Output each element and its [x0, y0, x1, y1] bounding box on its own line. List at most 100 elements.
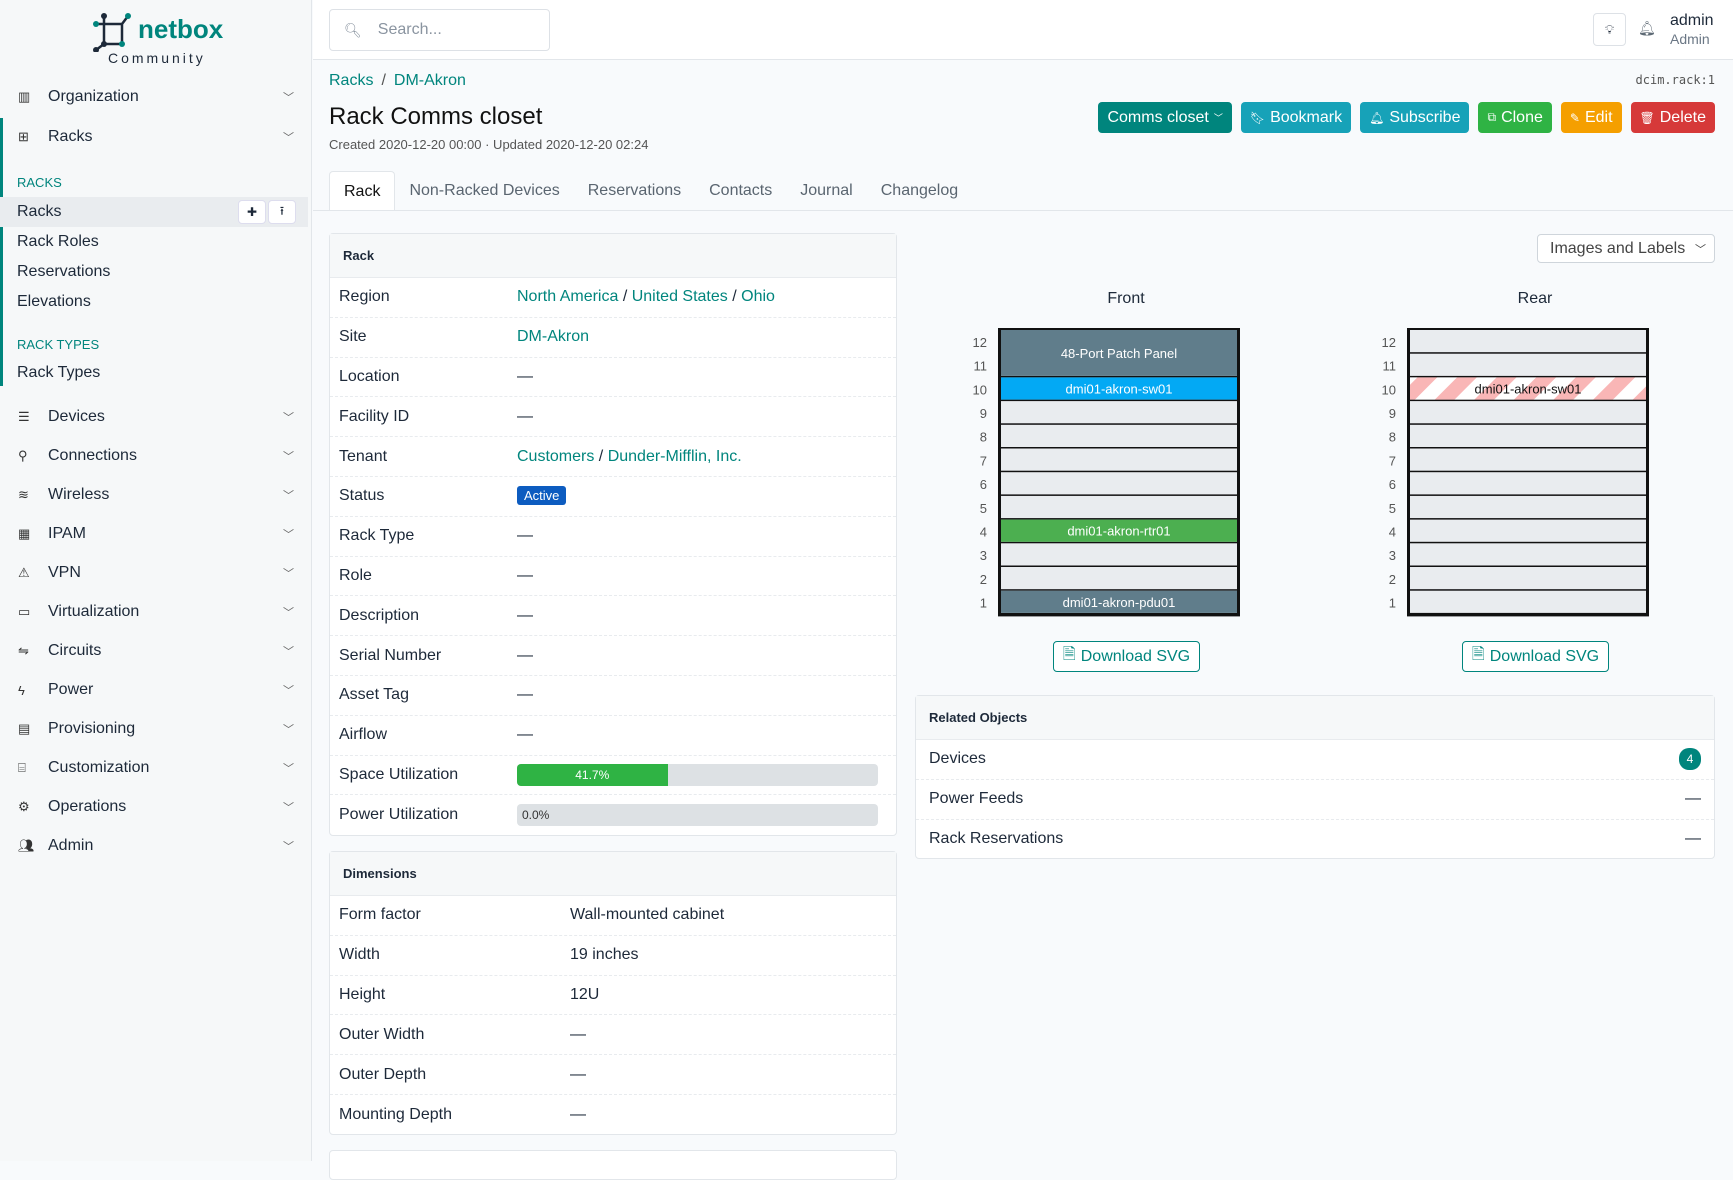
chevron-down-icon: ﹀ [283, 568, 294, 580]
add-icon[interactable]: ✚ [238, 200, 266, 224]
unit-number: 4 [980, 524, 987, 539]
nav-devices[interactable]: ☰ Devices ﹀ [0, 398, 312, 436]
brand-name: netbox [138, 14, 224, 44]
nav-label: Customization [48, 759, 150, 776]
chevron-down-icon: ﹀ [283, 607, 294, 619]
cogs-icon: ⚙ [18, 799, 30, 814]
nav-admin[interactable]: 👥︎ Admin ﹀ [0, 827, 312, 865]
rack-unit-slot [1410, 567, 1646, 590]
sidebar-item-reservations[interactable]: Reservations [17, 263, 111, 280]
nav-label: Wireless [48, 486, 110, 503]
related-rack-reservations[interactable]: Rack Reservations — [929, 830, 1701, 848]
dimension-row: Height 12U [330, 976, 896, 1016]
rack-unit-slot [1410, 330, 1646, 353]
nav-power[interactable]: ϟ Power ﹀ [0, 671, 312, 709]
nav-circuits[interactable]: ⇋ Circuits ﹀ [0, 632, 312, 670]
chevron-down-icon: ﹀ [283, 685, 294, 697]
tab-journal[interactable]: Journal [800, 182, 853, 199]
nav-wireless[interactable]: ≋ Wireless ﹀ [0, 476, 312, 514]
unit-number: 2 [1389, 572, 1396, 587]
nav-virtualization[interactable]: ▭ Virtualization ﹀ [0, 593, 312, 631]
search-input[interactable]: 🔍︎ Search... [329, 9, 550, 51]
link-region-na[interactable]: North America [517, 288, 619, 306]
row-rack-type: Rack Type — [330, 517, 896, 557]
device-label: dmi01-akron-sw01 [1066, 382, 1173, 397]
tab-reservations[interactable]: Reservations [587, 182, 682, 199]
tab-non-racked-devices[interactable]: Non-Racked Devices [409, 182, 560, 199]
theme-toggle-lightbulb-icon[interactable]: 💡︎ [1593, 13, 1626, 46]
dimension-row: Mounting Depth — [339, 1105, 586, 1123]
nav-customization[interactable]: ⌸ Customization ﹀ [0, 749, 312, 787]
dimension-row: Outer Depth — [330, 1055, 896, 1095]
bell-plus-icon: 🔔︎ [1369, 110, 1385, 125]
row-asset: Asset Tag — [330, 676, 896, 716]
clone-button[interactable]: ⧉ Clone [1478, 102, 1552, 133]
related-objects-card: Related Objects Devices 4 Power Feeds — Rack… [915, 695, 1715, 859]
next-card [329, 1150, 897, 1180]
row-airflow: Airflow — [330, 716, 896, 756]
tab-rack[interactable]: Rack [329, 171, 396, 211]
nav-ipam[interactable]: ▦ IPAM ﹀ [0, 515, 312, 553]
monitor-icon: ▭ [18, 604, 31, 619]
download-svg-rear-button[interactable]: 🗎 Download SVG [1462, 641, 1609, 672]
nav-organization[interactable]: ▥ Organization ﹀ [0, 78, 312, 116]
download-svg-front-button[interactable]: 🗎 Download SVG [1053, 641, 1200, 672]
comms-closet-button[interactable]: Comms closet ﹀ [1098, 102, 1232, 133]
rack-unit-slot [1410, 448, 1646, 471]
bookmark-button[interactable]: 🔖︎ Bookmark [1240, 102, 1352, 133]
sidebar-item-rack-roles[interactable]: Rack Roles [17, 233, 99, 250]
netbox-logo-icon [93, 13, 131, 52]
breadcrumb-site[interactable]: DM-Akron [393, 72, 466, 89]
file-icon: 🗎 [1062, 646, 1076, 663]
unit-number: 11 [1383, 359, 1397, 374]
breadcrumb-racks[interactable]: Racks [329, 72, 374, 89]
subscribe-button[interactable]: 🔔︎ Subscribe [1360, 102, 1470, 133]
rack-card: Rack Region North America / United States… [329, 233, 897, 836]
count-badge: — [1685, 830, 1701, 848]
nav-connections[interactable]: ⚲ Connections ﹀ [0, 437, 312, 475]
tab-changelog[interactable]: Changelog [880, 182, 959, 199]
sidebar-item-rack-types[interactable]: Rack Types [17, 364, 101, 381]
link-tenant[interactable]: Dunder-Mifflin, Inc. [607, 447, 742, 465]
nav-vpn[interactable]: ⚠ VPN ﹀ [0, 554, 312, 592]
related-devices[interactable]: Devices 4 [916, 740, 1714, 780]
tab-contacts[interactable]: Contacts [709, 182, 773, 199]
delete-button[interactable]: 🗑︎ Delete [1630, 102, 1715, 133]
sidebar-item-racks[interactable]: Racks ✚ ⭱ [0, 197, 308, 227]
link-region-us[interactable]: United States [631, 288, 728, 306]
nav-label: Provisioning [48, 720, 136, 737]
elevation-view-select[interactable]: Images and Labels ﹀ [1537, 234, 1715, 263]
nav-label: Connections [48, 447, 137, 464]
power-utilization-bar: 0.0% [517, 804, 878, 827]
sidebar-item-elevations[interactable]: Elevations [17, 293, 91, 310]
users-icon: 👥︎ [18, 838, 35, 853]
related-power-feeds[interactable]: Power Feeds — [916, 780, 1714, 820]
bookmark-icon: 🔖︎ [1249, 110, 1266, 125]
nav-provisioning[interactable]: ▤ Provisioning ﹀ [0, 710, 312, 748]
device-dmi01-akron-rtr01 [1001, 519, 1237, 542]
server-icon: ☰ [18, 409, 30, 424]
import-icon[interactable]: ⭱ [268, 200, 296, 224]
edit-button[interactable]: ✎ Edit [1560, 102, 1622, 133]
dimension-row: Width 19 inches [330, 936, 896, 976]
username: admin [1670, 12, 1714, 29]
user-role: Admin [1670, 31, 1710, 47]
dimension-row: Outer Width — [330, 1015, 896, 1056]
link-region-ohio[interactable]: Ohio [741, 288, 775, 306]
nav-label: Admin [48, 837, 94, 854]
unit-number: 10 [1382, 382, 1396, 397]
link-tenant-group[interactable]: Customers [517, 447, 595, 465]
dimensions-card: Dimensions Form factor Wall-mounted cabin… [329, 851, 897, 1135]
notifications-bell-icon[interactable]: 🔔︎ [1638, 20, 1656, 36]
file-icon: ▤ [18, 721, 31, 736]
unit-number: 6 [980, 477, 987, 492]
link-site[interactable]: DM-Akron [517, 328, 590, 346]
unit-number: 3 [980, 548, 987, 563]
chevron-down-icon: ﹀ [1213, 113, 1223, 123]
unit-number: 1 [1389, 596, 1396, 611]
nav-racks[interactable]: ⊞ Racks ﹀ [0, 118, 312, 156]
section-racks: RACKS [17, 175, 62, 190]
user-menu[interactable]: admin Admin [1670, 12, 1714, 48]
netbox-logo[interactable]: netbox Community [92, 12, 232, 68]
nav-operations[interactable]: ⚙ Operations ﹀ [0, 788, 312, 826]
